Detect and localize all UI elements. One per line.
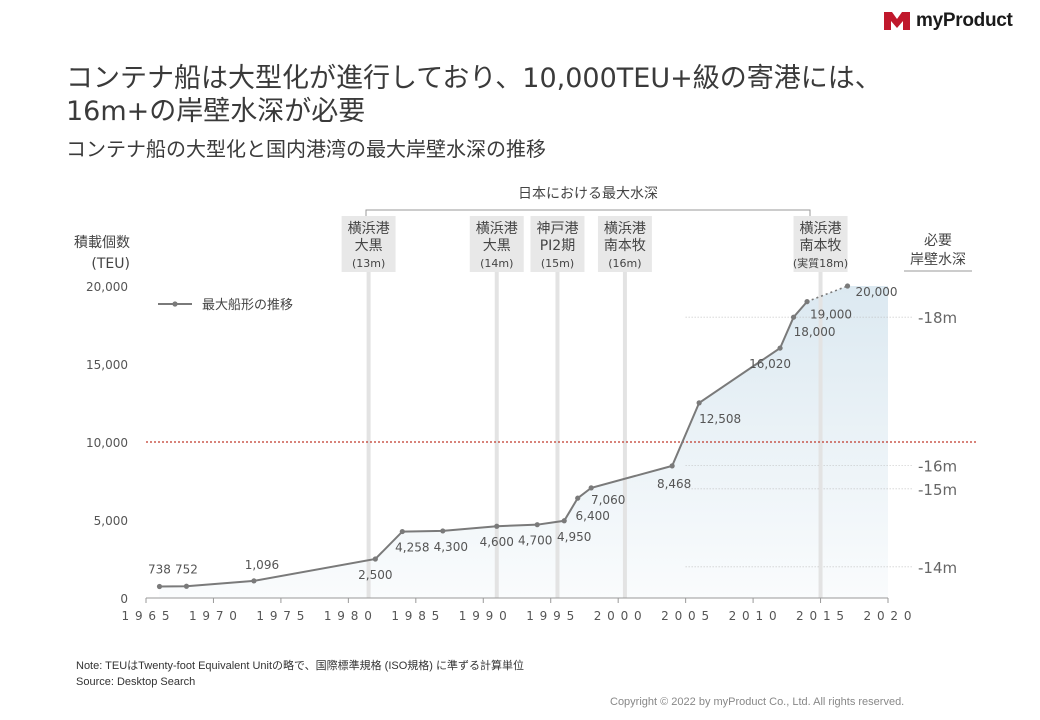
- data-point: [575, 495, 581, 501]
- depth-level-label: -15m: [918, 481, 957, 499]
- port-marker-name: 大黒: [355, 238, 383, 254]
- x-tick-label: 2 0 0 0: [594, 609, 643, 623]
- required-depth-header: 岸壁水深: [910, 252, 966, 268]
- data-point: [251, 578, 257, 584]
- data-point: [534, 522, 540, 528]
- x-tick-label: 1 9 8 5: [391, 609, 440, 623]
- port-marker-box: [530, 216, 585, 272]
- page-title: コンテナ船は大型化が進行しており、10,000TEU+級の寄港には、16m+の岸…: [66, 63, 882, 127]
- port-marker-box: [597, 216, 652, 272]
- y-tick-label: 0: [120, 592, 128, 606]
- legend-marker: [172, 301, 178, 307]
- x-tick-label: 2 0 0 5: [661, 609, 710, 623]
- brand-logo: myProduct: [884, 10, 1013, 32]
- y-axis-title: (TEU): [91, 256, 130, 272]
- data-point: [804, 299, 810, 305]
- data-label: 20,000: [856, 285, 898, 299]
- data-label: 2,500: [358, 568, 392, 582]
- port-marker-name: 南本牧: [800, 238, 842, 254]
- data-label: 12,508: [699, 412, 741, 426]
- data-point: [669, 463, 675, 469]
- copyright: Copyright © 2022 by myProduct Co., Ltd. …: [610, 696, 905, 708]
- data-label: 1,096: [245, 558, 279, 572]
- data-point: [372, 556, 378, 562]
- y-tick-label: 15,000: [86, 358, 128, 372]
- data-label: 4,258: [395, 541, 429, 555]
- page-subtitle: コンテナ船の大型化と国内港湾の最大岸壁水深の推移: [66, 137, 546, 161]
- x-tick-label: 1 9 7 0: [189, 609, 238, 623]
- depth-level-label: -14m: [918, 559, 957, 577]
- data-label: 4,950: [557, 530, 591, 544]
- series-line: [159, 300, 808, 588]
- y-tick-label: 10,000: [86, 436, 128, 450]
- logo-mark-icon: [884, 12, 910, 30]
- port-marker-name: PI2期: [540, 238, 575, 254]
- x-tick-label: 1 9 9 5: [526, 609, 575, 623]
- data-label: 4,600: [480, 535, 514, 549]
- y-tick-label: 20,000: [86, 280, 128, 294]
- y-tick-label: 5,000: [94, 514, 128, 528]
- data-point: [790, 314, 797, 320]
- data-point: [399, 528, 405, 535]
- data-point: [696, 400, 702, 406]
- data-label: 7,060: [591, 493, 625, 507]
- port-marker-depth: (実質18m): [793, 256, 848, 270]
- data-label: 19,000: [810, 308, 852, 322]
- x-tick-label: 2 0 1 0: [729, 609, 778, 623]
- port-marker-name: 横浜港: [604, 221, 646, 237]
- depth-level-label: -18m: [918, 309, 957, 327]
- data-point: [156, 583, 163, 590]
- port-marker-box: [341, 216, 396, 272]
- footnote: Note: TEUはTwenty-foot Equivalent Unitの略で…: [76, 658, 524, 690]
- port-marker-name: 大黒: [483, 238, 511, 254]
- port-marker-depth: (13m): [352, 257, 385, 270]
- port-marker-depth: (16m): [608, 257, 641, 270]
- data-point: [440, 528, 446, 534]
- data-label: 738: [148, 562, 171, 576]
- legend-label: 最大船形の推移: [202, 298, 293, 313]
- data-label: 16,020: [749, 357, 791, 371]
- x-tick-label: 1 9 8 0: [324, 609, 373, 623]
- required-depth-header: 必要: [924, 233, 952, 249]
- data-label: 4,300: [434, 540, 468, 554]
- note-text: Note: TEUはTwenty-foot Equivalent Unitの略で…: [76, 660, 524, 672]
- depth-group-label: 日本における最大水深: [518, 186, 658, 202]
- x-tick-label: 2 0 2 0: [864, 609, 913, 623]
- x-tick-label: 1 9 7 5: [256, 609, 305, 623]
- port-marker-depth: (14m): [480, 257, 513, 270]
- series-projection-line: [806, 285, 848, 303]
- port-marker-name: 横浜港: [800, 221, 842, 237]
- x-tick-label: 1 9 6 5: [122, 609, 171, 623]
- data-point: [777, 345, 783, 351]
- y-axis-title: 積載個数: [74, 235, 130, 251]
- data-point: [494, 523, 500, 529]
- data-point: [183, 583, 190, 589]
- depth-group-bracket: [365, 209, 811, 216]
- data-point-projection: [844, 283, 851, 289]
- data-label: 18,000: [794, 325, 836, 339]
- port-marker-name: 南本牧: [604, 238, 646, 254]
- x-tick-label: 1 9 9 0: [459, 609, 508, 623]
- port-marker-name: 横浜港: [348, 221, 390, 237]
- port-marker-depth: (15m): [541, 257, 574, 270]
- depth-level-label: -16m: [918, 457, 957, 475]
- data-label: 4,700: [518, 534, 552, 548]
- data-label: 8,468: [657, 477, 691, 491]
- x-tick-label: 2 0 1 5: [796, 609, 845, 623]
- required-depth-shade: [159, 286, 888, 598]
- data-label: 6,400: [576, 509, 610, 523]
- source-text: Source: Desktop Search: [76, 676, 196, 688]
- data-point: [561, 518, 567, 524]
- port-marker-name: 横浜港: [476, 221, 518, 237]
- data-label: 752: [175, 562, 198, 576]
- port-marker-name: 神戸港: [536, 221, 578, 237]
- brand-name: myProduct: [916, 10, 1013, 31]
- port-marker-box: [469, 216, 524, 272]
- port-marker-box: [793, 216, 848, 272]
- data-point: [588, 485, 594, 491]
